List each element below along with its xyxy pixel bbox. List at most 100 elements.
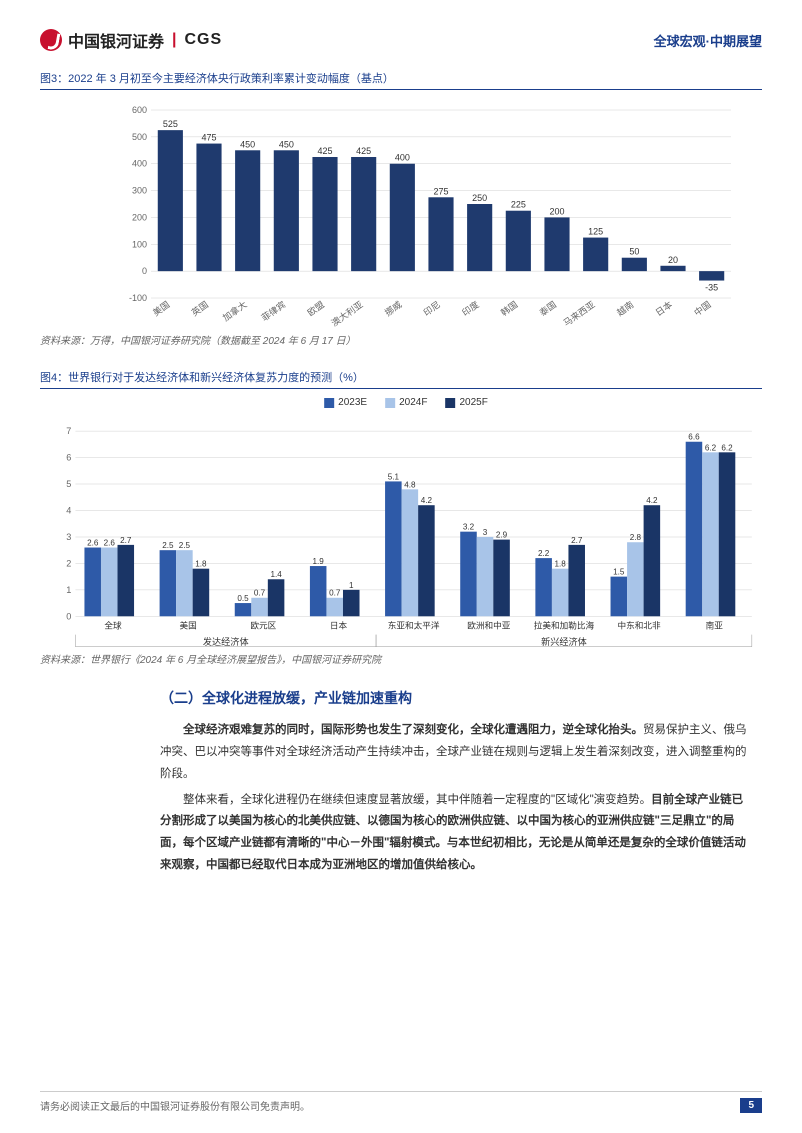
logo-icon xyxy=(40,29,62,51)
svg-text:美国: 美国 xyxy=(180,619,197,630)
svg-text:1.4: 1.4 xyxy=(270,570,282,579)
section-title: （二）全球化进程放缓，产业链加速重构 xyxy=(160,688,762,708)
svg-text:日本: 日本 xyxy=(653,299,674,318)
svg-text:250: 250 xyxy=(472,193,487,203)
footer: 请务必阅读正文最后的中国银河证券股份有限公司免责声明。 5 xyxy=(40,1091,762,1113)
svg-text:欧盟: 欧盟 xyxy=(305,299,326,318)
svg-text:2.7: 2.7 xyxy=(120,536,132,545)
paragraph-1: 全球经济艰难复苏的同时，国际形势也发生了深刻变化，全球化遭遇阻力，逆全球化抬头。… xyxy=(160,720,752,786)
svg-text:3: 3 xyxy=(483,528,488,537)
legend-swatch xyxy=(324,398,334,408)
svg-text:4.8: 4.8 xyxy=(404,480,416,489)
svg-text:0.7: 0.7 xyxy=(329,589,341,598)
legend-label: 2025F xyxy=(459,397,487,408)
legend-label: 2023E xyxy=(338,397,367,408)
svg-text:7: 7 xyxy=(66,426,71,436)
chart2-title: 图4：世界银行对于发达经济体和新兴经济体复苏力度的预测（%） xyxy=(40,369,762,389)
svg-text:中东和北非: 中东和北非 xyxy=(618,619,662,630)
chart1-area: -1000100200300400500600525美国475英国450加拿大4… xyxy=(100,98,762,328)
svg-text:0: 0 xyxy=(66,611,71,621)
svg-text:20: 20 xyxy=(668,255,678,265)
svg-text:3: 3 xyxy=(66,532,71,542)
svg-text:425: 425 xyxy=(317,146,332,156)
svg-text:1.8: 1.8 xyxy=(195,560,207,569)
svg-text:4.2: 4.2 xyxy=(646,496,658,505)
legend-swatch xyxy=(385,398,395,408)
p2-a: 整体来看，全球化进程仍在继续但速度显著放缓，其中伴随着一定程度的"区域化"演变趋… xyxy=(183,794,651,806)
legend-label: 2024F xyxy=(399,397,427,408)
svg-text:越南: 越南 xyxy=(614,299,635,318)
svg-text:400: 400 xyxy=(132,159,147,169)
svg-text:0.5: 0.5 xyxy=(237,594,249,603)
svg-text:6.6: 6.6 xyxy=(688,433,700,442)
svg-text:1: 1 xyxy=(349,581,354,590)
p1-bold: 全球经济艰难复苏的同时，国际形势也发生了深刻变化，全球化遭遇阻力，逆全球化抬头。 xyxy=(183,724,643,736)
svg-text:挪威: 挪威 xyxy=(382,299,403,318)
chart1-title: 图3：2022 年 3 月初至今主要经济体央行政策利率累计变动幅度（基点） xyxy=(40,70,762,90)
svg-text:菲律宾: 菲律宾 xyxy=(259,299,287,324)
svg-text:2.5: 2.5 xyxy=(162,541,174,550)
svg-text:东亚和太平洋: 东亚和太平洋 xyxy=(388,619,440,630)
chart1-source: 资料来源：万得，中国银河证券研究院（数据截至 2024 年 6 月 17 日） xyxy=(40,332,762,347)
svg-text:200: 200 xyxy=(132,212,147,222)
svg-text:2.2: 2.2 xyxy=(538,549,550,558)
svg-text:4: 4 xyxy=(66,506,71,516)
svg-text:2.6: 2.6 xyxy=(104,538,116,547)
svg-text:新兴经济体: 新兴经济体 xyxy=(541,636,587,647)
svg-text:韩国: 韩国 xyxy=(498,299,519,318)
svg-text:6: 6 xyxy=(66,453,71,463)
svg-text:0: 0 xyxy=(142,266,147,276)
svg-text:美国: 美国 xyxy=(150,299,171,318)
svg-text:2.6: 2.6 xyxy=(87,538,99,547)
svg-text:50: 50 xyxy=(629,247,639,257)
svg-text:1.9: 1.9 xyxy=(313,557,325,566)
svg-text:印度: 印度 xyxy=(460,299,481,318)
svg-text:-100: -100 xyxy=(129,293,147,303)
svg-text:225: 225 xyxy=(511,200,526,210)
svg-text:欧元区: 欧元区 xyxy=(250,619,276,630)
brand-en: CGS xyxy=(185,31,223,49)
svg-text:0.7: 0.7 xyxy=(254,589,266,598)
svg-text:1: 1 xyxy=(66,585,71,595)
svg-text:拉美和加勒比海: 拉美和加勒比海 xyxy=(534,619,595,630)
svg-text:泰国: 泰国 xyxy=(537,299,558,318)
svg-text:日本: 日本 xyxy=(330,619,348,630)
legend-swatch xyxy=(445,398,455,408)
svg-text:2.8: 2.8 xyxy=(630,533,642,542)
chart1-block: 图3：2022 年 3 月初至今主要经济体央行政策利率累计变动幅度（基点） -1… xyxy=(40,70,762,347)
svg-text:加拿大: 加拿大 xyxy=(220,299,248,324)
svg-text:马来西亚: 马来西亚 xyxy=(562,299,597,328)
legend-item: 2024F xyxy=(385,397,427,408)
chart2-legend: 2023E 2024F 2025F xyxy=(324,397,488,408)
svg-text:1.5: 1.5 xyxy=(613,568,625,577)
svg-text:中国: 中国 xyxy=(692,299,713,318)
chart2-svg: 012345672.62.62.7全球2.52.51.8美国0.50.71.4欧… xyxy=(50,415,762,665)
svg-text:英国: 英国 xyxy=(189,299,210,318)
svg-text:3.2: 3.2 xyxy=(463,523,475,532)
svg-text:300: 300 xyxy=(132,186,147,196)
svg-text:500: 500 xyxy=(132,132,147,142)
svg-text:-35: -35 xyxy=(705,283,718,293)
chart2-block: 图4：世界银行对于发达经济体和新兴经济体复苏力度的预测（%） 2023E 2024… xyxy=(40,369,762,666)
svg-text:6.2: 6.2 xyxy=(705,443,717,452)
svg-text:5: 5 xyxy=(66,479,71,489)
svg-text:450: 450 xyxy=(279,139,294,149)
logo-separator: | xyxy=(172,31,176,49)
svg-text:发达经济体: 发达经济体 xyxy=(203,636,249,647)
chart1-svg: -1000100200300400500600525美国475英国450加拿大4… xyxy=(100,98,762,328)
svg-text:125: 125 xyxy=(588,227,603,237)
svg-text:525: 525 xyxy=(163,119,178,129)
svg-text:2.9: 2.9 xyxy=(496,531,508,540)
svg-text:澳大利亚: 澳大利亚 xyxy=(329,299,365,328)
svg-text:4.2: 4.2 xyxy=(421,496,433,505)
footer-disclaimer: 请务必阅读正文最后的中国银河证券股份有限公司免责声明。 xyxy=(40,1098,310,1113)
doc-tag: 全球宏观·中期展望 xyxy=(654,31,762,50)
chart2-area: 2023E2024F2025F 012345672.62.62.7全球2.52.… xyxy=(50,397,762,647)
legend-item: 2025F xyxy=(445,397,487,408)
brand-cn: 中国银河证券 xyxy=(68,28,164,52)
svg-text:2: 2 xyxy=(66,558,71,568)
svg-text:400: 400 xyxy=(395,153,410,163)
svg-text:450: 450 xyxy=(240,139,255,149)
svg-text:6.2: 6.2 xyxy=(721,443,733,452)
svg-text:5.1: 5.1 xyxy=(388,472,400,481)
